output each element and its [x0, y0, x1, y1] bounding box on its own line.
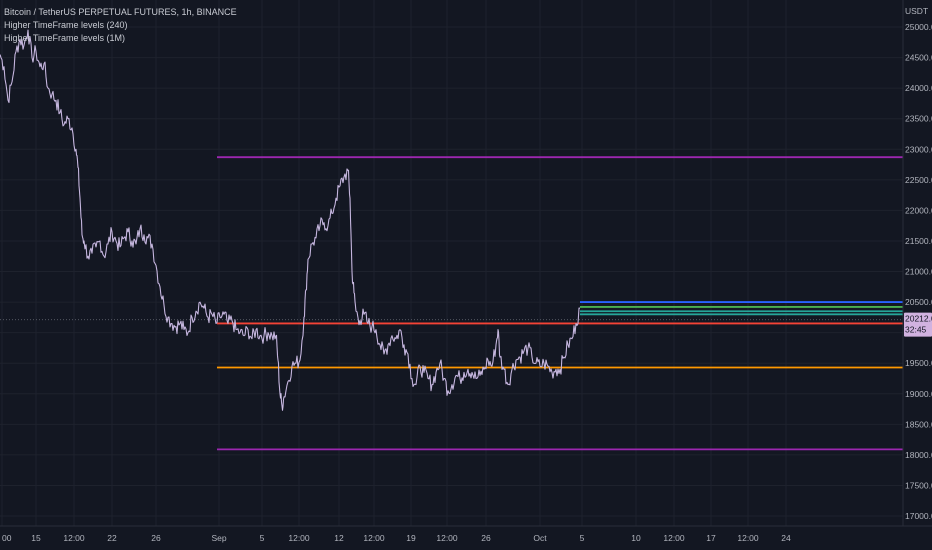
price-tick-label: 18500.0: [905, 419, 932, 429]
time-tick-label: Sep: [211, 533, 226, 543]
price-tick-label: 22000.0: [905, 205, 932, 215]
time-tick-label: 12:00: [288, 533, 310, 543]
price-tick-label: 20500.0: [905, 297, 932, 307]
time-axis[interactable]: [0, 526, 932, 550]
chart-legend: Bitcoin / TetherUS PERPETUAL FUTURES, 1h…: [4, 6, 237, 45]
price-series-line[interactable]: [0, 29, 581, 411]
last-price-badge: [904, 312, 932, 337]
indicator-240-label[interactable]: Higher TimeFrame levels (240): [4, 20, 128, 30]
price-tick-label: 19500.0: [905, 358, 932, 368]
time-tick-label: 12:00: [663, 533, 685, 543]
time-tick-label: 19: [406, 533, 416, 543]
price-series-highlight: [0, 30, 581, 411]
time-tick-label: 24: [781, 533, 791, 543]
time-tick-label: 17: [706, 533, 716, 543]
price-tick-label: 17000.0: [905, 511, 932, 521]
price-tick-label: 21500.0: [905, 236, 932, 246]
price-tick-label: 23500.0: [905, 114, 932, 124]
symbol-title[interactable]: Bitcoin / TetherUS PERPETUAL FUTURES, 1h…: [4, 7, 237, 17]
bar-countdown: 32:45: [905, 325, 927, 335]
time-tick-label: 5: [580, 533, 585, 543]
time-tick-label: 00: [2, 533, 12, 543]
time-tick-label: 10: [631, 533, 641, 543]
price-tick-label: 23000.0: [905, 144, 932, 154]
time-tick-label: 26: [481, 533, 491, 543]
time-tick-label: 5: [260, 533, 265, 543]
price-tick-label: 18000.0: [905, 450, 932, 460]
currency-label: USDT: [905, 6, 928, 16]
last-price-value: 20212.0: [905, 314, 932, 324]
time-tick-label: 12: [334, 533, 344, 543]
time-tick-label: Oct: [533, 533, 547, 543]
time-tick-label: 15: [31, 533, 41, 543]
time-tick-label: 12:00: [737, 533, 759, 543]
price-tick-label: 24500.0: [905, 53, 932, 63]
time-tick-label: 12:00: [436, 533, 458, 543]
price-tick-label: 21000.0: [905, 267, 932, 277]
time-tick-label: 12:00: [363, 533, 385, 543]
price-tick-label: 22500.0: [905, 175, 932, 185]
price-axis[interactable]: [903, 0, 932, 550]
price-tick-label: 19000.0: [905, 389, 932, 399]
time-tick-label: 12:00: [63, 533, 85, 543]
indicator-1m-label[interactable]: Higher TimeFrame levels (1M): [4, 33, 126, 43]
time-tick-label: 22: [107, 533, 117, 543]
time-tick-label: 26: [151, 533, 161, 543]
price-tick-label: 24000.0: [905, 83, 932, 93]
price-tick-label: 17500.0: [905, 480, 932, 490]
price-tick-label: 25000.0: [905, 22, 932, 32]
